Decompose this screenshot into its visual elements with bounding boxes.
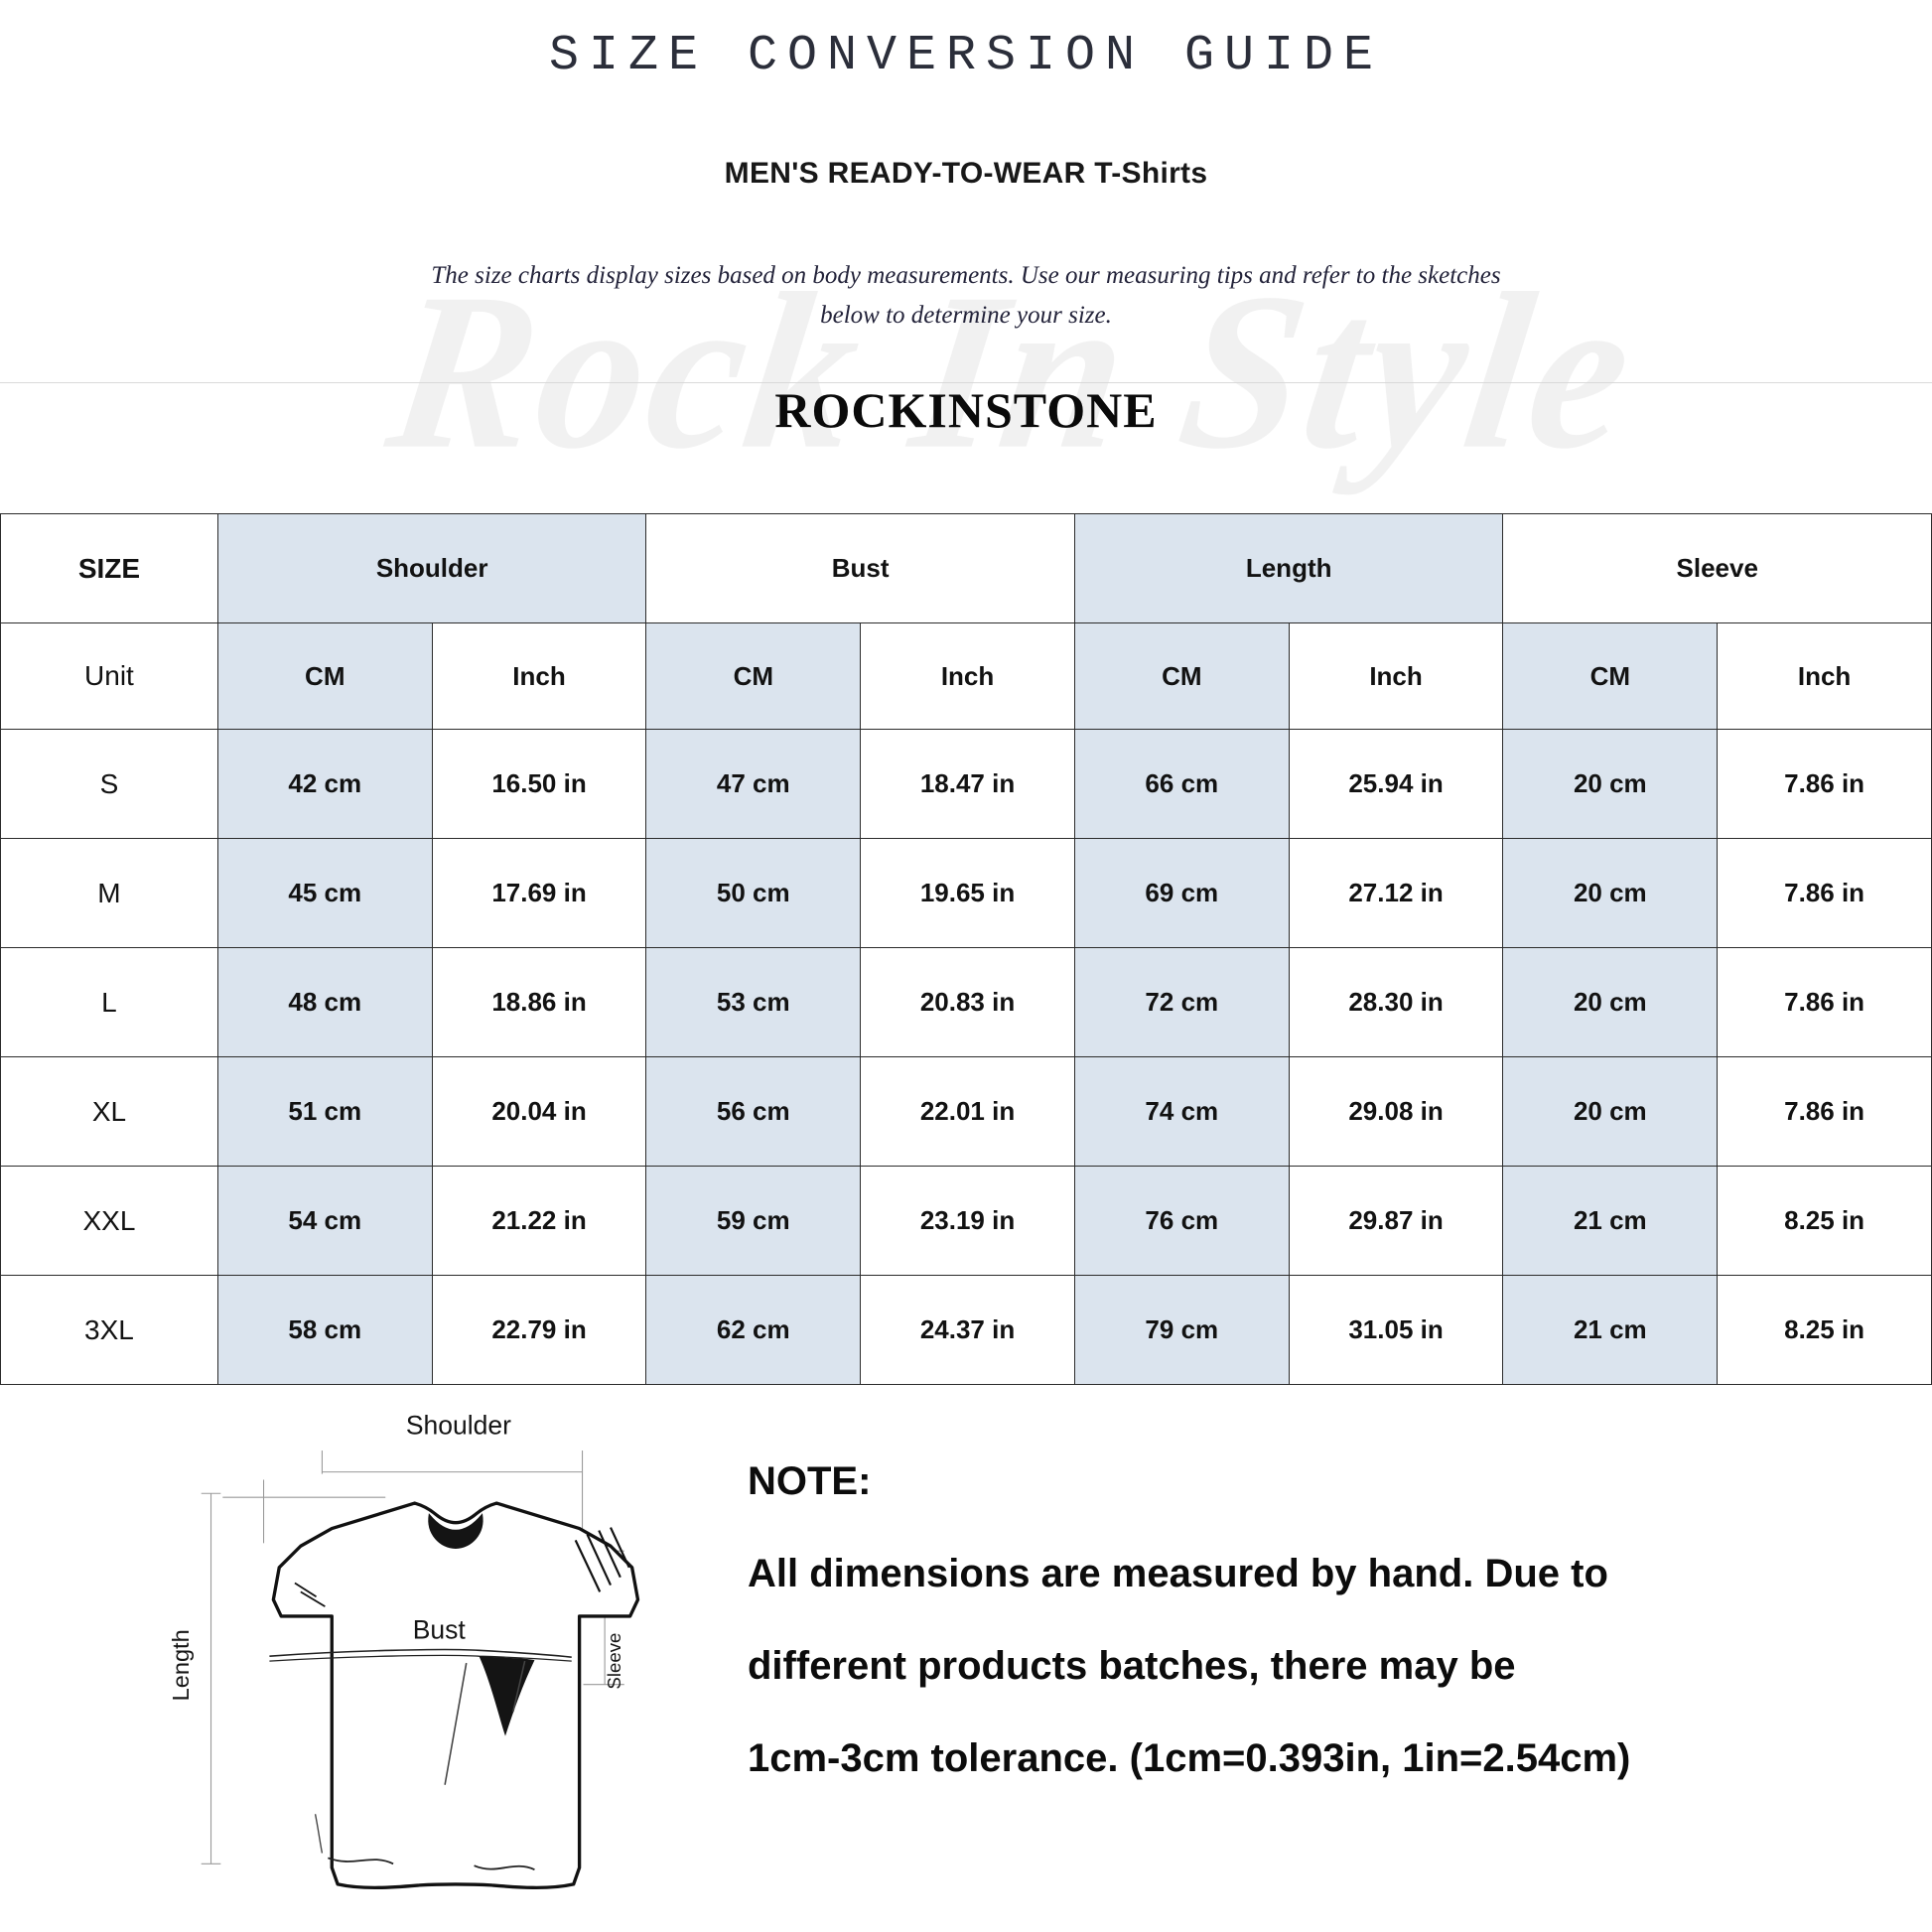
svg-text:Shoulder: Shoulder xyxy=(406,1410,511,1440)
svg-text:Bust: Bust xyxy=(413,1615,467,1645)
svg-text:Length: Length xyxy=(168,1629,194,1701)
svg-text:Sleeve: Sleeve xyxy=(604,1633,624,1690)
